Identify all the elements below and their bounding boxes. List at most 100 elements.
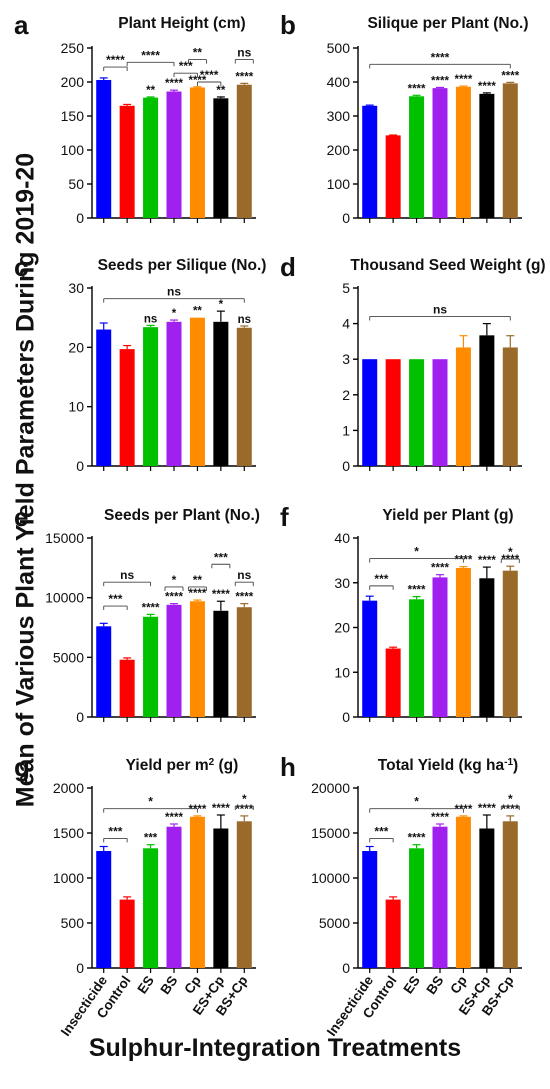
significance-label: ns xyxy=(238,314,251,326)
significance-label: **** xyxy=(235,592,253,604)
bar-control xyxy=(119,899,135,968)
y-tick-label: 20 xyxy=(68,339,84,355)
y-tick-label: 250 xyxy=(61,40,85,56)
bracket-label: ns xyxy=(433,302,447,316)
significance-label: **** xyxy=(212,589,230,601)
significance-label: **** xyxy=(431,75,449,87)
bar-es xyxy=(409,359,425,466)
bracket-label: *** xyxy=(374,572,388,586)
significance-label: *** xyxy=(144,833,158,845)
y-tick-label: 10 xyxy=(334,664,350,680)
bracket-label: **** xyxy=(106,53,125,67)
y-tick-label: 150 xyxy=(61,108,85,124)
y-tick-label: 400 xyxy=(327,74,351,90)
panel-letter: b xyxy=(280,10,296,40)
significance-label: **** xyxy=(212,803,230,815)
bar-control xyxy=(119,659,135,717)
chart-panel-b: b Silique per Plant (No.) 0 100 200 300 400 500… xyxy=(280,10,529,226)
significance-label: ** xyxy=(216,85,225,97)
y-tick-label: 0 xyxy=(76,960,84,976)
bracket-label: *** xyxy=(214,550,228,564)
bar-cp xyxy=(189,87,205,218)
bar-es-cp xyxy=(213,98,229,218)
bar-bs-cp xyxy=(236,607,252,717)
significance-label: **** xyxy=(431,563,449,575)
bar-bs-cp xyxy=(236,84,252,218)
y-tick-label: 1500 xyxy=(53,825,84,841)
bar-cp xyxy=(455,86,471,218)
chart-title: Total Yield (kg ha-1) xyxy=(378,757,518,775)
figure-x-axis-label: Sulphur-Integration Treatments xyxy=(88,1034,462,1062)
y-tick-label: 0 xyxy=(342,960,350,976)
bracket-label: * xyxy=(414,545,419,559)
bar-control xyxy=(119,349,135,466)
y-tick-label: 100 xyxy=(61,142,85,158)
y-tick-label: 5 xyxy=(342,280,350,296)
panel-letter: c xyxy=(14,252,28,282)
y-tick-label: 5000 xyxy=(319,915,350,931)
y-tick-label: 40 xyxy=(334,530,350,546)
significance-label: **** xyxy=(142,602,160,614)
panel-letter: h xyxy=(280,752,296,782)
chart-panel-f: f Yield per Plant (g)010203040***********… xyxy=(280,502,522,725)
significance-label: * xyxy=(172,308,177,320)
bracket-label: * xyxy=(508,545,513,559)
bracket-label: *** xyxy=(108,592,122,606)
bracket-label: * xyxy=(148,795,153,809)
y-tick-label: 20000 xyxy=(311,780,350,796)
significance-label: **** xyxy=(188,588,206,600)
bar-es xyxy=(143,327,159,466)
bar-insecticide xyxy=(362,600,378,717)
y-tick-label: 1000 xyxy=(53,870,84,886)
bar-es-cp xyxy=(479,578,495,717)
bar-insecticide xyxy=(362,359,378,466)
bar-es xyxy=(143,616,159,717)
significance-label: **** xyxy=(408,833,426,845)
y-tick-label: 4 xyxy=(342,316,350,332)
bar-es xyxy=(409,848,425,968)
y-tick-label: 10000 xyxy=(45,590,84,606)
y-tick-label: 500 xyxy=(327,40,351,56)
x-tick-label: BS xyxy=(423,973,446,997)
y-tick-label: 2000 xyxy=(53,780,84,796)
significance-label: **** xyxy=(478,803,496,815)
significance-label: **** xyxy=(431,812,449,824)
bar-es xyxy=(143,97,159,218)
y-tick-label: 300 xyxy=(327,108,351,124)
bracket-label: *** xyxy=(108,824,122,838)
bracket-label: ns xyxy=(237,568,251,582)
chart-title: Seeds per Silique (No.) xyxy=(98,257,267,274)
significance-label: **** xyxy=(408,83,426,95)
y-tick-label: 10000 xyxy=(311,870,350,886)
x-tick-label: ES xyxy=(400,973,423,996)
y-tick-label: 30 xyxy=(334,575,350,591)
significance-label: **** xyxy=(165,812,183,824)
y-tick-label: 0 xyxy=(342,210,350,226)
bracket-label: * xyxy=(414,795,419,809)
significance-label: **** xyxy=(501,804,519,816)
significance-label: **** xyxy=(165,592,183,604)
bar-es-cp xyxy=(213,610,229,717)
chart-panel-h: h Total Yield (kg ha-1) 0 5000 10000 15000 200… xyxy=(280,752,522,1039)
chart-panel-g: g Yield per m2 (g)0500100015002000Insecti… xyxy=(14,752,256,1039)
bar-cp xyxy=(189,816,205,968)
bar-control xyxy=(385,359,401,466)
x-tick-label: BS xyxy=(157,973,180,997)
significance-label: **** xyxy=(408,585,426,597)
panel-letter: a xyxy=(14,10,29,40)
bracket-label: * xyxy=(172,573,177,587)
bar-es-cp xyxy=(479,828,495,968)
bar-insecticide xyxy=(362,105,378,218)
y-tick-label: 5000 xyxy=(53,649,84,665)
bracket-label: ns xyxy=(167,285,181,299)
significance-label: **** xyxy=(501,70,519,82)
bar-insecticide xyxy=(96,329,112,466)
bar-cp xyxy=(189,317,205,466)
chart-title: Yield per m2 (g) xyxy=(126,757,239,775)
bar-bs xyxy=(166,826,182,968)
bar-control xyxy=(385,135,401,218)
bracket-label: * xyxy=(242,792,247,806)
